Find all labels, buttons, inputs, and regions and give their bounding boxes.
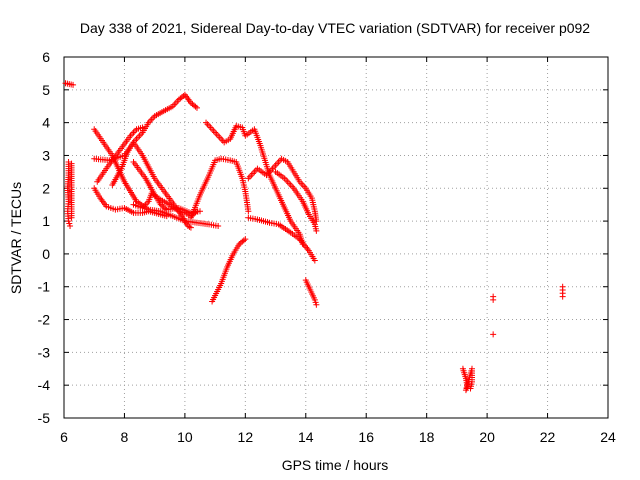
x-tick-label: 14 xyxy=(298,429,314,445)
y-tick-label: 6 xyxy=(42,49,50,65)
axis-ticks xyxy=(63,56,609,419)
y-tick-label: 1 xyxy=(42,213,50,229)
data-point xyxy=(490,296,497,303)
y-tick-label: 0 xyxy=(42,246,50,262)
data-point xyxy=(215,223,222,230)
data-point xyxy=(313,218,320,225)
x-tick-label: 6 xyxy=(60,429,68,445)
data-point xyxy=(187,224,194,231)
plot-frame xyxy=(63,56,609,419)
y-tick-label: -3 xyxy=(38,344,51,360)
y-tick-label: -2 xyxy=(38,312,51,328)
data-point xyxy=(186,223,193,230)
y-tick-label: -4 xyxy=(38,377,51,393)
y-tick-label: 4 xyxy=(42,115,50,131)
x-tick-label: 22 xyxy=(540,429,556,445)
y-tick-label: 5 xyxy=(42,82,50,98)
x-tick-label: 16 xyxy=(358,429,374,445)
x-tick-label: 20 xyxy=(479,429,495,445)
data-point xyxy=(467,385,474,392)
y-axis-label: SDTVAR / TECUs xyxy=(8,182,24,294)
data-point xyxy=(193,104,200,111)
x-tick-label: 18 xyxy=(419,429,435,445)
data-point xyxy=(245,208,252,215)
y-tick-label: 2 xyxy=(42,180,50,196)
data-point xyxy=(313,301,320,308)
data-point xyxy=(68,214,75,221)
data-point xyxy=(313,227,320,234)
y-tick-label: 3 xyxy=(42,147,50,163)
y-tick-label: -5 xyxy=(38,410,51,426)
data-point xyxy=(163,213,170,220)
data-points xyxy=(62,80,566,394)
x-tick-label: 8 xyxy=(121,429,129,445)
chart-title: Day 338 of 2021, Sidereal Day-to-day VTE… xyxy=(80,20,590,36)
y-tick-label: -1 xyxy=(38,279,51,295)
data-point xyxy=(490,331,497,338)
data-point xyxy=(70,81,77,88)
x-tick-label: 12 xyxy=(238,429,254,445)
data-point xyxy=(311,257,318,264)
x-axis-label: GPS time / hours xyxy=(282,457,389,473)
data-point xyxy=(67,223,74,230)
x-tick-label: 10 xyxy=(177,429,193,445)
grid-lines xyxy=(64,57,608,418)
data-point xyxy=(559,293,566,300)
x-tick-label: 24 xyxy=(600,429,616,445)
data-point xyxy=(242,236,249,243)
